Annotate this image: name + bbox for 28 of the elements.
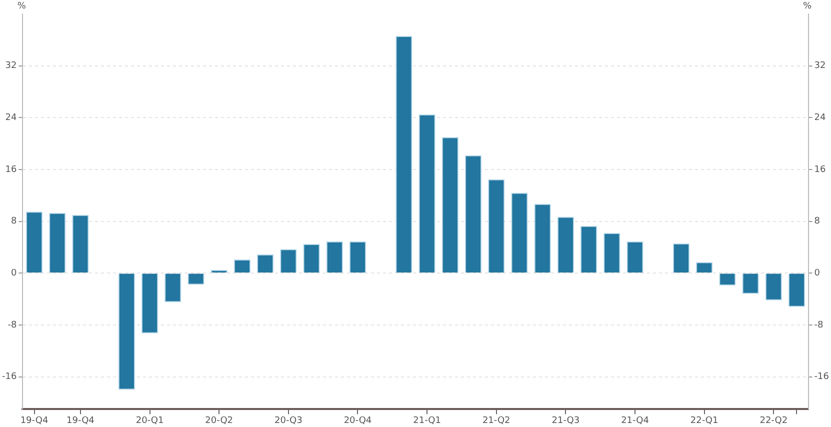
- y-tick-label: 32: [5, 61, 17, 72]
- x-tick-label: 20-Q3: [274, 416, 302, 426]
- x-tick-label: 20-Q1: [136, 416, 164, 426]
- x-tick-label: 21-Q4: [621, 416, 650, 426]
- x-tick-label: 21-Q3: [552, 416, 580, 426]
- x-tick-label: 19-Q4: [20, 416, 48, 426]
- y-tick-label: 0: [10, 268, 17, 278]
- y2-tick-label: 8: [814, 216, 820, 227]
- x-tick-label: 20-Q4: [344, 416, 372, 426]
- x-tick-label: 22-Q2: [760, 416, 788, 426]
- x-tick-label: 21-Q2: [482, 416, 510, 426]
- y-tick-label: -8: [8, 320, 17, 330]
- y2-tick-label: 24: [814, 113, 826, 124]
- y-axis-title: %: [17, 1, 26, 12]
- y2-tick-label: -8: [814, 320, 824, 330]
- y2-tick-label: 0: [814, 268, 820, 278]
- y2-axis-title: %: [803, 1, 812, 12]
- y-tick-label: 8: [10, 216, 17, 227]
- y2-tick-label: -16: [814, 372, 830, 382]
- y-tick-label: 16: [5, 164, 17, 175]
- y2-tick-label: 16: [814, 164, 826, 175]
- x-tick-label: 22-Q1: [690, 416, 718, 426]
- y-tick-label: -16: [2, 372, 17, 382]
- x-tick-label: 21-Q1: [413, 416, 441, 426]
- y-tick-label: 24: [5, 113, 17, 124]
- y2-tick-label: 32: [814, 61, 826, 72]
- x-tick-label: 20-Q2: [205, 416, 234, 426]
- x-tick-label: 19-Q4: [66, 416, 95, 426]
